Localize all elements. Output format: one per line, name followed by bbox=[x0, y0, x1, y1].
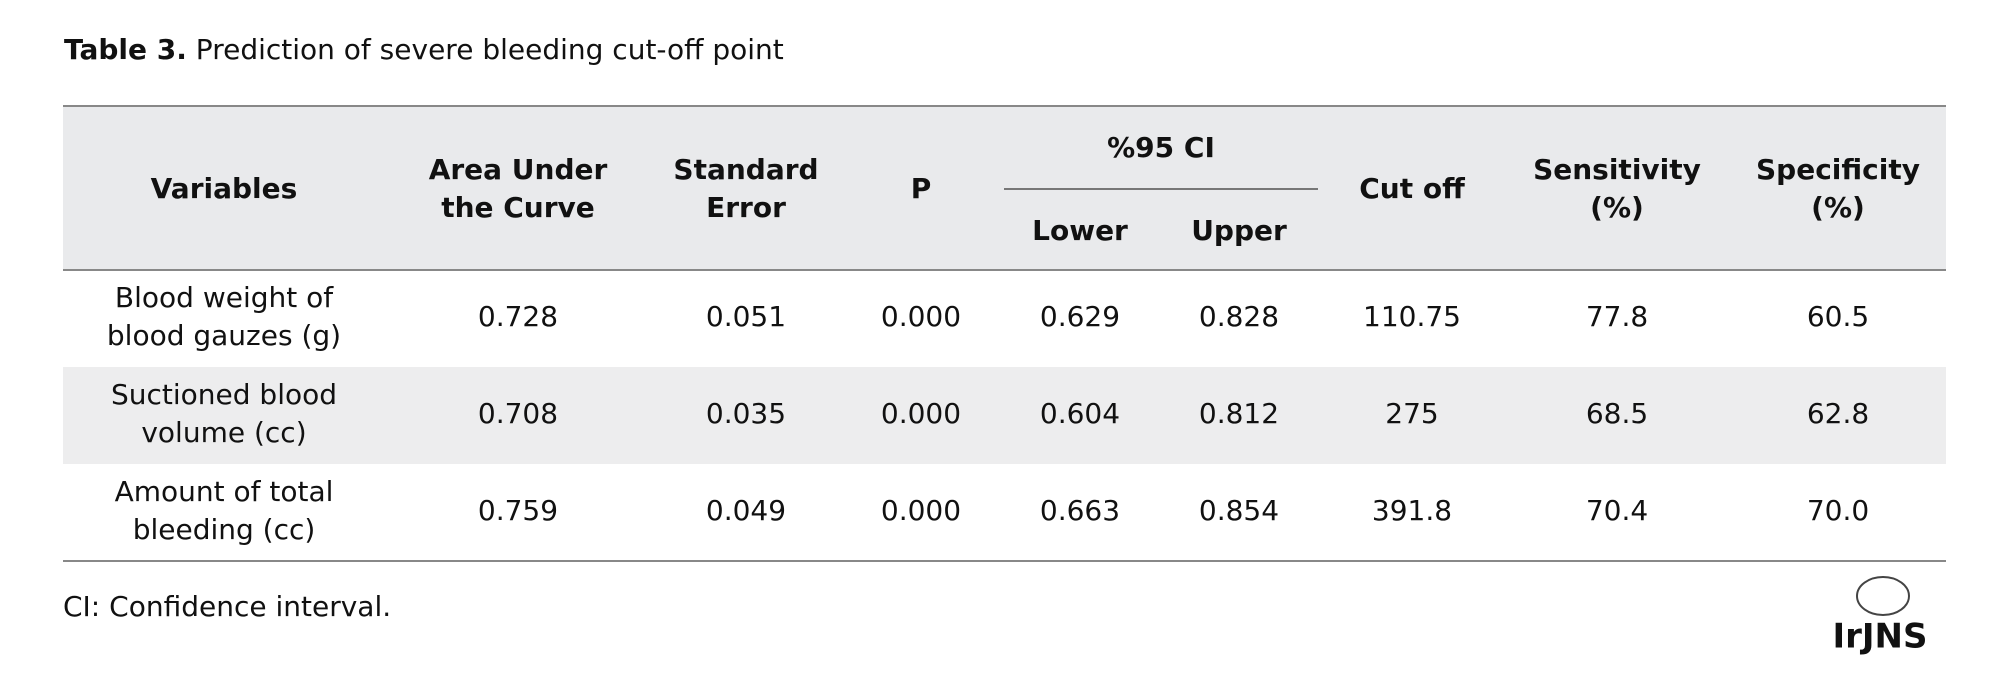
logo-text: IrJNS bbox=[1832, 617, 1927, 657]
cell: 0.000 bbox=[881, 300, 961, 333]
cell: 391.8 bbox=[1372, 494, 1452, 527]
cell: 110.75 bbox=[1363, 300, 1461, 333]
cell: 0.051 bbox=[706, 300, 786, 333]
cell: 68.5 bbox=[1586, 397, 1648, 430]
logo: IrJNS bbox=[1832, 576, 1928, 657]
title-label: Table 3. bbox=[64, 33, 187, 66]
cell: 0.000 bbox=[881, 494, 961, 527]
cell: 0.035 bbox=[706, 397, 786, 430]
logo-brain bbox=[1856, 576, 1910, 616]
cell: 0.708 bbox=[478, 397, 558, 430]
variable-cell: bleeding (cc) bbox=[133, 513, 316, 546]
cell: 275 bbox=[1385, 397, 1438, 430]
header-cell: Variables bbox=[151, 172, 298, 205]
header-cell: Error bbox=[706, 191, 786, 224]
header-cell: Specificity bbox=[1756, 153, 1920, 186]
variable-cell: Blood weight of bbox=[115, 281, 334, 314]
variable-cell: Suctioned blood bbox=[111, 378, 337, 411]
table-title: Table 3. Prediction of severe bleeding c… bbox=[64, 33, 784, 66]
header-cell: Sensitivity bbox=[1533, 153, 1701, 186]
cell: 62.8 bbox=[1807, 397, 1869, 430]
cell: 0.000 bbox=[881, 397, 961, 430]
cell: 0.049 bbox=[706, 494, 786, 527]
cell: 0.812 bbox=[1199, 397, 1279, 430]
row-shade bbox=[63, 367, 1946, 464]
cell: 0.629 bbox=[1040, 300, 1120, 333]
cell: 70.4 bbox=[1586, 494, 1648, 527]
cell: 0.604 bbox=[1040, 397, 1120, 430]
variable-cell: blood gauzes (g) bbox=[107, 319, 341, 352]
title-text: Prediction of severe bleeding cut-off po… bbox=[196, 33, 784, 66]
cell: 60.5 bbox=[1807, 300, 1869, 333]
header-cell: Cut off bbox=[1359, 172, 1465, 205]
cell: 0.663 bbox=[1040, 494, 1120, 527]
ci-header: %95 CI bbox=[1107, 131, 1215, 164]
header-cell: Area Under bbox=[429, 153, 608, 186]
header-cell: (%) bbox=[1590, 191, 1644, 224]
header-cell: (%) bbox=[1811, 191, 1865, 224]
cell: 0.759 bbox=[478, 494, 558, 527]
cell: 0.728 bbox=[478, 300, 558, 333]
header-cell: Upper bbox=[1191, 214, 1287, 247]
variable-cell: volume (cc) bbox=[141, 416, 306, 449]
header-cell: Lower bbox=[1032, 214, 1128, 247]
header-cell: P bbox=[911, 172, 932, 205]
footnote: CI: Confidence interval. bbox=[63, 590, 391, 623]
cell: 70.0 bbox=[1807, 494, 1869, 527]
header-cell: Standard bbox=[673, 153, 818, 186]
cell: 0.828 bbox=[1199, 300, 1279, 333]
cell: 77.8 bbox=[1586, 300, 1648, 333]
cell: 0.854 bbox=[1199, 494, 1279, 527]
header-cell: the Curve bbox=[441, 191, 595, 224]
variable-cell: Amount of total bbox=[115, 475, 334, 508]
